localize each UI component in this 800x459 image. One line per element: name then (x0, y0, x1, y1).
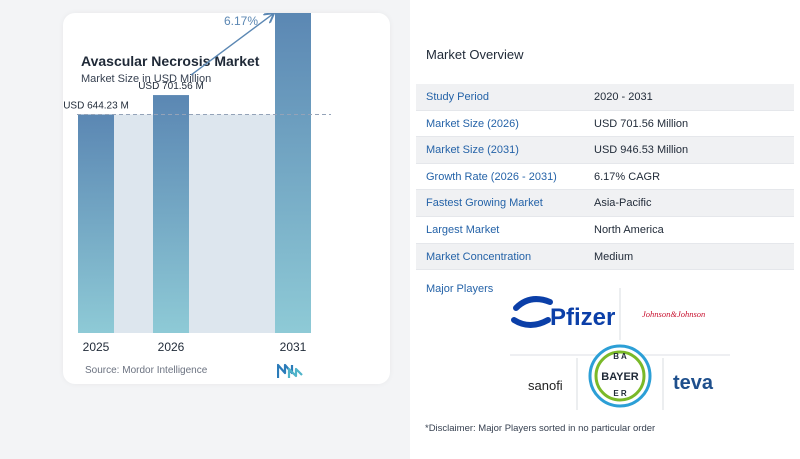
chart-subtitle: Market Size in USD Million (81, 73, 212, 85)
player-johnson-johnson: Johnson&Johnson (642, 309, 705, 319)
cagr-value: 6.17% (224, 14, 258, 28)
bayer-vertical-letters: B A (613, 352, 627, 361)
bar-2026 (153, 95, 189, 334)
row-value: USD 701.56 Million (594, 117, 689, 130)
source-label: Source: (85, 365, 120, 376)
overview-table: Study Period 2020 - 2031 Market Size (20… (416, 84, 794, 271)
row-value: 6.17% CAGR (594, 170, 661, 183)
bar-2025 (78, 114, 114, 333)
data-label-2026: USD 701.56 M (138, 81, 204, 92)
player-pfizer: Pfizer (550, 304, 615, 331)
row-label: Largest Market (426, 223, 500, 236)
row-value: North America (594, 223, 664, 236)
row-value: 2020 - 2031 (594, 91, 653, 103)
row-label: Market Size (2026) (426, 117, 519, 130)
major-players-logos: Pfizer Johnson&Johnson sanofi BAYER B A … (510, 288, 730, 410)
row-label: Study Period (426, 91, 489, 103)
table-row: Market Size (2031) USD 946.53 Million (416, 137, 794, 164)
source-text: Mordor Intelligence (122, 365, 208, 376)
disclaimer: *Disclaimer: Major Players sorted in no … (425, 423, 656, 434)
pfizer-logo: Pfizer (511, 296, 615, 331)
mordor-intelligence-logo-icon (277, 363, 303, 378)
table-row: Market Size (2026) USD 701.56 Million (416, 111, 794, 138)
x-tick-label-2025: 2025 (83, 340, 110, 354)
cagr-arrow (190, 14, 273, 76)
table-row: Growth Rate (2026 - 2031) 6.17% CAGR (416, 164, 794, 191)
row-label: Market Concentration (426, 250, 532, 263)
x-tick-label-2031: 2031 (280, 340, 307, 354)
player-teva: teva (673, 372, 714, 394)
bar-2031 (275, 13, 311, 334)
bayer-vertical-letters-bottom: E R (613, 389, 627, 398)
player-sanofi: sanofi (528, 378, 563, 393)
chart-card: Avascular Necrosis Market Market Size in… (63, 13, 390, 384)
row-value: USD 946.53 Million (594, 144, 689, 157)
row-value: Medium (594, 250, 634, 263)
bayer-logo: BAYER B A E R (588, 344, 652, 408)
overview-title: Market Overview (426, 47, 524, 62)
source-note: Source: Mordor Intelligence (85, 365, 207, 376)
row-label: Fastest Growing Market (426, 197, 543, 210)
table-row: Study Period 2020 - 2031 (416, 84, 794, 111)
table-row: Largest Market North America (416, 217, 794, 244)
x-tick-label-2026: 2026 (158, 340, 185, 354)
row-label: Growth Rate (2026 - 2031) (426, 170, 557, 183)
player-bayer: BAYER (601, 371, 639, 383)
row-value: Asia-Pacific (594, 197, 652, 210)
data-label-2025: USD 644.23 M (63, 101, 129, 112)
table-row: Fastest Growing Market Asia-Pacific (416, 190, 794, 217)
baseline-area (114, 114, 275, 333)
row-label: Market Size (2031) (426, 144, 519, 157)
market-overview-panel: Market Overview Study Period 2020 - 2031… (410, 0, 800, 459)
table-row: Market Concentration Medium (416, 243, 794, 271)
major-players-title: Major Players (426, 283, 494, 295)
